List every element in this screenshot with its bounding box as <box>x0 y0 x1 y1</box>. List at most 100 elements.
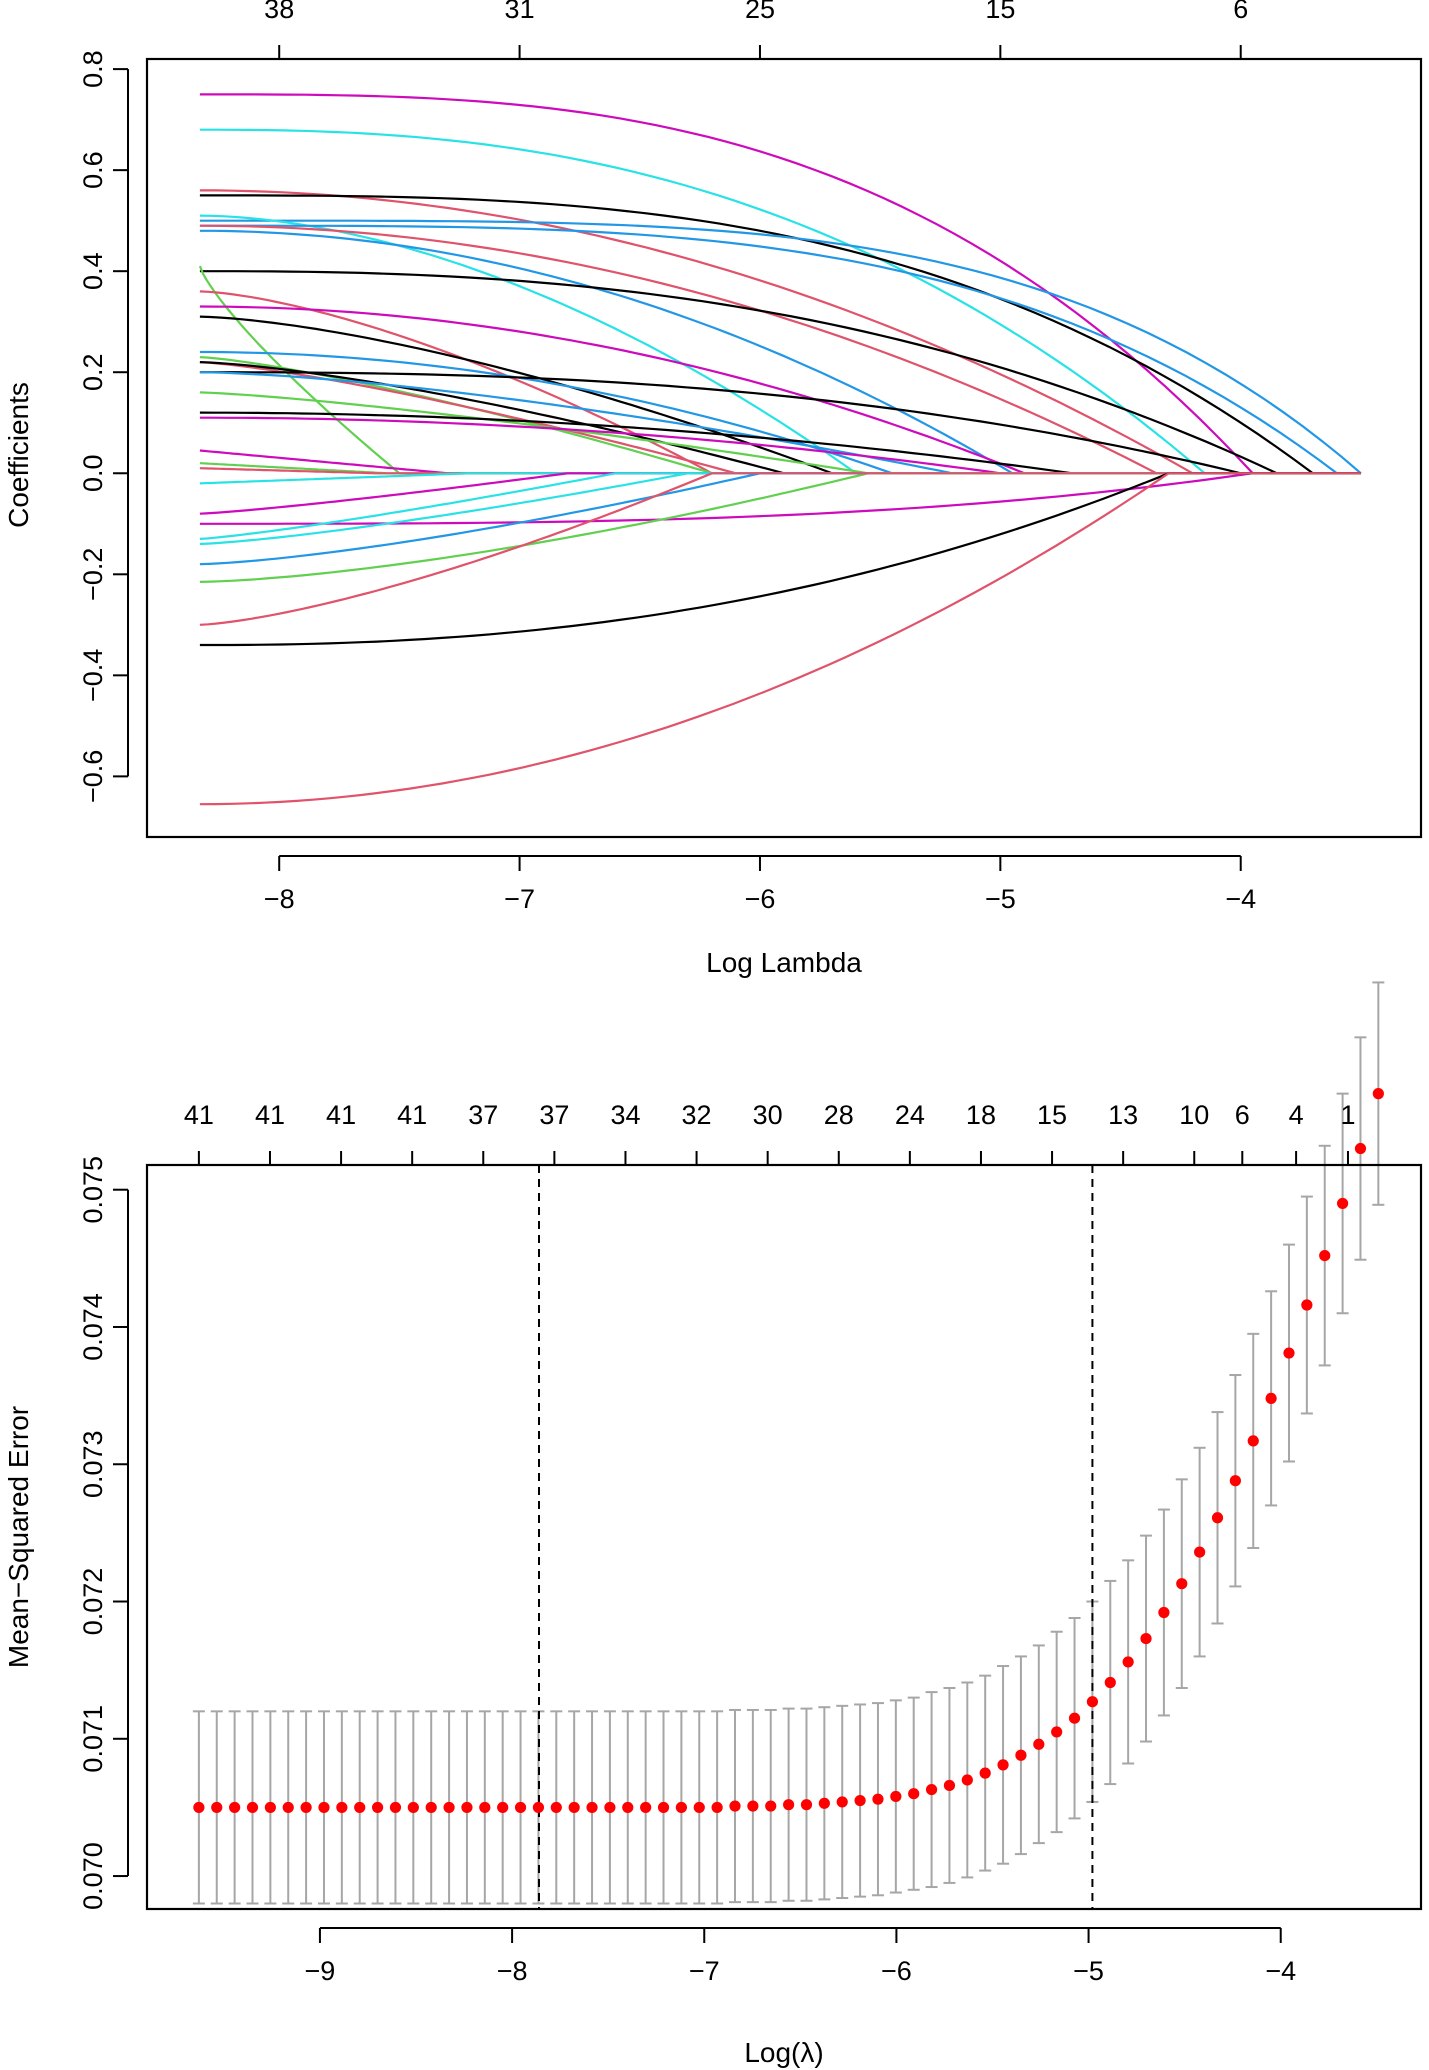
coefficient-path-25 <box>199 462 1361 475</box>
coefficient-path-13 <box>199 305 1361 475</box>
top-tick-label: 37 <box>539 1100 569 1130</box>
top-tick-label: 38 <box>264 0 294 24</box>
mse-point <box>622 1801 634 1814</box>
coefficient-path-20 <box>199 371 1361 475</box>
top-tick-label: 4 <box>1289 1100 1304 1130</box>
x-axis-title: Log Lambda <box>706 947 862 978</box>
y-tick-label: −0.4 <box>78 649 108 702</box>
y-tick-label: 0.072 <box>78 1568 108 1636</box>
mse-point <box>640 1801 652 1814</box>
mse-point <box>1211 1512 1224 1524</box>
mse-point <box>1140 1632 1152 1645</box>
coefficient-path-30 <box>199 472 1361 546</box>
mse-point <box>1122 1656 1134 1668</box>
mse-point <box>800 1799 813 1811</box>
mse-point <box>1086 1696 1099 1708</box>
top-tick-label: 28 <box>824 1100 854 1130</box>
top-tick-label: 24 <box>895 1100 925 1130</box>
top-tick-label: 15 <box>985 0 1015 24</box>
mse-point <box>264 1801 276 1814</box>
y-tick-label: 0.4 <box>78 252 108 290</box>
top-tick-label: 15 <box>1037 1100 1067 1130</box>
x-tick-label: −8 <box>497 1956 528 1986</box>
lambda-reference-lines <box>538 1165 1094 1909</box>
mse-point <box>550 1801 562 1814</box>
coefficient-path-11 <box>198 265 1361 475</box>
top-tick-label: 41 <box>184 1100 214 1130</box>
coefficient-path-34 <box>199 472 1361 626</box>
mse-point <box>908 1788 920 1800</box>
mse-point <box>997 1759 1009 1771</box>
x-tick-label: −9 <box>305 1956 336 1986</box>
y-axis-title: Mean−Squared Error <box>3 1406 34 1668</box>
mse-point <box>443 1801 455 1814</box>
x-axis-title: Log(λ) <box>744 2037 823 2068</box>
top-tick-label: 6 <box>1235 1100 1250 1130</box>
y-tick-label: 0.073 <box>78 1430 108 1498</box>
top-tick-label: 31 <box>505 0 535 24</box>
mse-point <box>300 1801 312 1814</box>
mse-point <box>1319 1249 1331 1262</box>
coefficient-path-9 <box>199 229 1361 475</box>
coefficient-path-10 <box>199 270 1361 475</box>
y-tick-label: 0.075 <box>78 1156 108 1224</box>
y-tick-label: 0.070 <box>78 1842 108 1910</box>
coefficient-path-3 <box>199 189 1361 475</box>
mse-point <box>246 1801 259 1814</box>
mse-point <box>890 1790 902 1803</box>
mse-point <box>729 1800 741 1812</box>
mse-point <box>943 1779 956 1792</box>
top-tick-label: 34 <box>610 1100 640 1130</box>
mse-point <box>461 1801 473 1814</box>
mse-point <box>783 1799 795 1811</box>
coefficient-path-33 <box>199 472 1361 583</box>
mse-point <box>425 1801 437 1814</box>
mse-point <box>371 1801 384 1814</box>
y-tick-label: −0.2 <box>78 548 108 601</box>
coefficient-path-14 <box>199 315 1361 475</box>
coefficient-path-plot: −8 −7 −6 −5 −4 −0.6 −0.4 −0.2 0.0 0.2 0.4 0.6 0.8 3… <box>3 0 1423 978</box>
mse-point <box>532 1801 545 1814</box>
top-axis: 38 31 25 15 6 <box>264 0 1248 59</box>
mse-point <box>1176 1578 1188 1590</box>
mse-point <box>925 1783 938 1796</box>
coefficient-path-2 <box>199 128 1361 475</box>
mse-point <box>836 1796 848 1808</box>
mse-point <box>282 1801 294 1814</box>
x-tick-label: −6 <box>881 1956 912 1986</box>
mse-point <box>1051 1726 1063 1738</box>
mse-point <box>497 1801 509 1814</box>
plot-frame <box>145 1163 1423 1911</box>
top-tick-label: 30 <box>753 1100 783 1130</box>
coefficient-path-28 <box>199 472 1361 515</box>
mse-point <box>193 1801 205 1814</box>
coefficient-path-36 <box>199 472 1361 806</box>
mse-point <box>1337 1197 1349 1210</box>
mse-point <box>336 1801 348 1814</box>
mse-point <box>854 1794 866 1807</box>
mse-point <box>389 1801 402 1814</box>
mse-point <box>1194 1546 1206 1558</box>
top-axis: 41 41 41 41 37 37 34 32 30 28 24 18 15 13 10 6 4 1 <box>184 1100 1355 1165</box>
mse-point <box>1068 1712 1081 1724</box>
top-tick-label: 18 <box>966 1100 996 1130</box>
top-tick-label: 10 <box>1179 1100 1209 1130</box>
mse-point <box>657 1801 670 1814</box>
coefficient-path-18 <box>199 361 1361 475</box>
y-axis: 0.070 0.071 0.072 0.073 0.074 0.075 <box>78 1156 129 1910</box>
mse-point <box>675 1801 687 1814</box>
coefficient-path-24 <box>199 449 1361 475</box>
y-tick-label: 0.0 <box>78 454 108 492</box>
x-tick-label: −8 <box>264 884 295 914</box>
coefficient-path-7 <box>199 224 1361 475</box>
top-tick-label: 32 <box>682 1100 712 1130</box>
top-tick-label: 1 <box>1340 1100 1355 1130</box>
mse-point <box>1301 1299 1313 1311</box>
cv-error-plot: −9 −8 −7 −6 −5 −4 0.0700.0710.0720.0730.0740.… <box>3 981 1423 2068</box>
mse-point <box>568 1801 580 1814</box>
y-axis-title: Coefficients <box>3 382 34 528</box>
mse-point <box>747 1800 759 1812</box>
y-tick-label: 0.8 <box>78 50 108 88</box>
x-tick-label: −6 <box>745 884 776 914</box>
